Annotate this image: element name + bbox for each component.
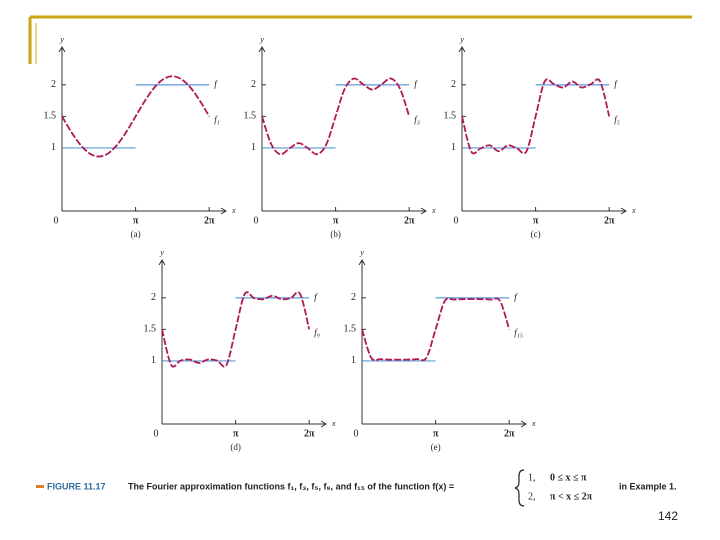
x-tick-label: 2π: [404, 215, 415, 226]
y-tick-label: 2: [51, 79, 56, 90]
approximation-line: [461, 78, 611, 155]
step-line: [462, 84, 610, 149]
y-axis-label: y: [59, 35, 64, 44]
y-axis-arrow: [158, 259, 166, 266]
piece-value: 1,: [528, 472, 536, 483]
figure-marker: [36, 485, 44, 488]
y-axis-label: y: [259, 35, 264, 44]
x-tick-label: 0: [454, 215, 459, 226]
x-axis-arrow: [420, 207, 427, 215]
x-tick-label: 2π: [504, 428, 515, 439]
y-axis-label: y: [159, 248, 164, 257]
x-axis-arrow: [320, 420, 327, 428]
series-label: f: [214, 79, 218, 89]
x-axis-label: x: [331, 419, 336, 428]
chart-label: (b): [330, 229, 341, 239]
y-axis-arrow: [58, 46, 66, 53]
series-label: f₃: [414, 114, 420, 124]
y-axis-label: y: [459, 35, 464, 44]
x-axis-label: x: [531, 419, 536, 428]
x-axis-arrow: [620, 207, 627, 215]
caption-end: in Example 1.: [619, 481, 677, 491]
y-tick-label: 1: [251, 142, 256, 153]
x-tick-label: 0: [254, 215, 259, 226]
y-tick-label: 2: [451, 79, 456, 90]
x-tick-label: 2π: [604, 215, 615, 226]
piece-condition: π < x ≤ 2π: [550, 491, 593, 502]
approximation-line: [361, 297, 511, 362]
series-label: f: [514, 292, 518, 302]
piece-condition: 0 ≤ x ≤ π: [550, 472, 587, 483]
series-label: f₅: [614, 114, 620, 124]
x-axis-label: x: [431, 206, 436, 215]
y-tick-label: 1.5: [144, 324, 157, 335]
y-tick-label: 1.5: [44, 111, 57, 122]
y-axis-arrow: [458, 46, 466, 53]
page-number: 142: [658, 509, 678, 523]
step-line: [62, 84, 210, 149]
y-axis-arrow: [358, 259, 366, 266]
caption-text: The Fourier approximation functions f₁, …: [128, 481, 454, 491]
approximation-line: [161, 291, 311, 368]
y-tick-label: 1.5: [244, 111, 257, 122]
x-tick-label: π: [433, 428, 439, 439]
y-axis-label: y: [359, 248, 364, 257]
y-tick-label: 2: [351, 292, 356, 303]
chart-label: (a): [131, 229, 141, 239]
x-tick-label: π: [533, 215, 539, 226]
y-tick-label: 2: [251, 79, 256, 90]
series-label: f: [414, 79, 418, 89]
y-axis-arrow: [258, 46, 266, 53]
approximation-line: [61, 75, 210, 158]
series-label: f: [314, 292, 318, 302]
x-axis-arrow: [220, 207, 227, 215]
piece-value: 2,: [528, 491, 536, 502]
x-axis-label: x: [231, 206, 236, 215]
x-tick-label: π: [333, 215, 339, 226]
figure-label: FIGURE 11.17: [47, 481, 106, 491]
y-tick-label: 1.5: [344, 324, 357, 335]
series-label: f₁₅: [514, 327, 523, 337]
x-tick-label: 2π: [204, 215, 215, 226]
chart-label: (d): [230, 442, 241, 452]
step-line: [162, 297, 310, 362]
chart-label: (e): [431, 442, 441, 452]
series-label: f: [614, 79, 618, 89]
series-label: f₉: [314, 327, 320, 337]
y-tick-label: 2: [151, 292, 156, 303]
x-axis-arrow: [520, 420, 527, 428]
y-tick-label: 1: [451, 142, 456, 153]
y-tick-label: 1: [151, 355, 156, 366]
brace: [514, 469, 525, 507]
x-tick-label: π: [233, 428, 239, 439]
y-tick-label: 1.5: [444, 111, 457, 122]
x-tick-label: π: [133, 215, 139, 226]
y-tick-label: 1: [51, 142, 56, 153]
y-tick-label: 1: [351, 355, 356, 366]
series-label: f₁: [214, 114, 220, 124]
x-tick-label: 2π: [304, 428, 315, 439]
chart-label: (c): [531, 229, 541, 239]
x-tick-label: 0: [54, 215, 59, 226]
x-tick-label: 0: [154, 428, 159, 439]
x-tick-label: 0: [354, 428, 359, 439]
x-axis-label: x: [631, 206, 636, 215]
approximation-line: [261, 77, 411, 156]
